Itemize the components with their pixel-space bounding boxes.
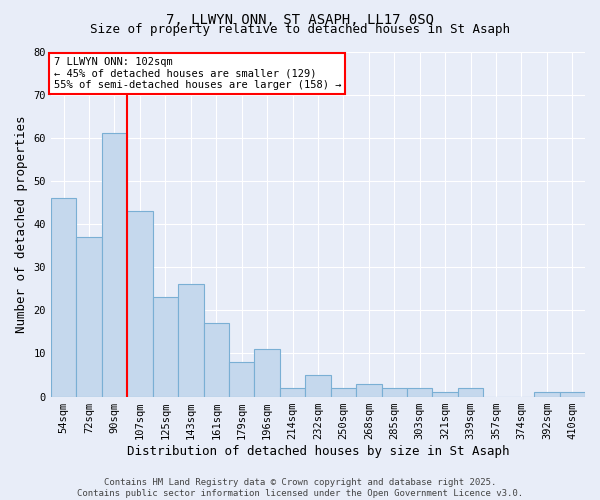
Bar xyxy=(458,388,483,396)
Bar xyxy=(280,388,305,396)
Text: Contains HM Land Registry data © Crown copyright and database right 2025.
Contai: Contains HM Land Registry data © Crown c… xyxy=(77,478,523,498)
Bar xyxy=(382,388,407,396)
Bar xyxy=(229,362,254,396)
Bar xyxy=(203,324,229,396)
Bar xyxy=(76,237,102,396)
Text: 7, LLWYN ONN, ST ASAPH, LL17 0SQ: 7, LLWYN ONN, ST ASAPH, LL17 0SQ xyxy=(166,12,434,26)
Bar xyxy=(534,392,560,396)
Y-axis label: Number of detached properties: Number of detached properties xyxy=(15,116,28,333)
Bar xyxy=(178,284,203,397)
Bar xyxy=(356,384,382,396)
Bar xyxy=(127,211,152,396)
Bar xyxy=(407,388,433,396)
Bar xyxy=(51,198,76,396)
Bar xyxy=(433,392,458,396)
Bar xyxy=(102,134,127,396)
Bar xyxy=(254,349,280,397)
Text: 7 LLWYN ONN: 102sqm
← 45% of detached houses are smaller (129)
55% of semi-detac: 7 LLWYN ONN: 102sqm ← 45% of detached ho… xyxy=(53,56,341,90)
Bar xyxy=(331,388,356,396)
Bar xyxy=(560,392,585,396)
Text: Size of property relative to detached houses in St Asaph: Size of property relative to detached ho… xyxy=(90,22,510,36)
Bar xyxy=(152,298,178,396)
X-axis label: Distribution of detached houses by size in St Asaph: Distribution of detached houses by size … xyxy=(127,444,509,458)
Bar xyxy=(305,375,331,396)
